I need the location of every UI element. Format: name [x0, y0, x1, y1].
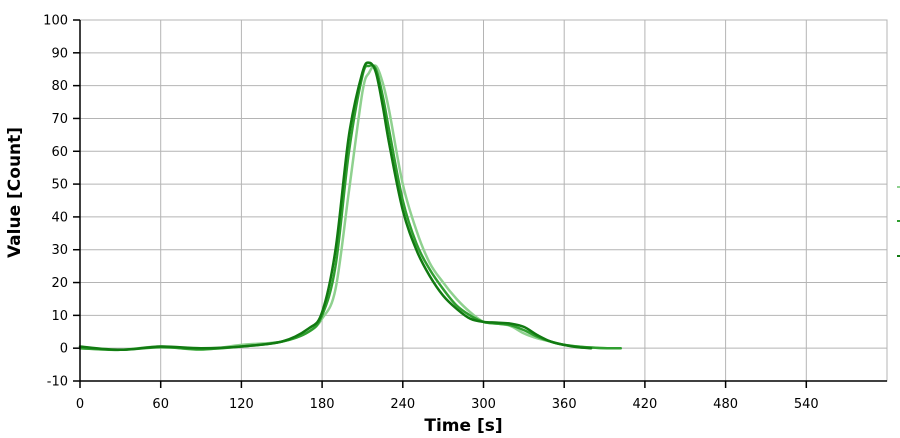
x-tick-label: 240 [390, 397, 415, 412]
y-tick-label: 0 [60, 342, 68, 357]
series-group [78, 61, 622, 352]
y-tick-label: 80 [51, 79, 68, 94]
series-line-3 [78, 61, 593, 352]
x-tick-label: 300 [471, 397, 496, 412]
x-tick-label: 420 [632, 397, 657, 412]
x-tick-label: 60 [152, 397, 169, 412]
y-tick-label: 40 [51, 210, 68, 225]
x-tick-label: 540 [794, 397, 819, 412]
y-tick-label: 10 [51, 309, 68, 324]
tick-labels: -10 0 10 20 30 40 50 60 70 80 90 100 0 60 120 180 240 300… [43, 14, 819, 413]
legend-swatch-2 [897, 220, 900, 222]
legend-swatch-3 [897, 255, 900, 257]
legend-swatch-1 [897, 186, 900, 188]
y-tick-label: 30 [51, 243, 68, 258]
x-tick-label: 480 [713, 397, 738, 412]
y-tick-label: 60 [51, 145, 68, 160]
y-tick-label: 70 [51, 112, 68, 127]
axes [73, 19, 887, 388]
y-tick-label: 50 [51, 178, 68, 193]
y-tick-label: -10 [47, 375, 68, 390]
grid [79, 19, 888, 382]
x-axis-label: Time [s] [424, 416, 502, 436]
x-tick-label: 180 [310, 397, 335, 412]
y-tick-label: 20 [51, 276, 68, 291]
y-axis-label: Value [Count] [5, 127, 25, 258]
x-tick-label: 360 [552, 397, 577, 412]
y-tick-label: 100 [43, 14, 68, 29]
x-tick-label: 0 [76, 397, 84, 412]
y-tick-label: 90 [51, 46, 68, 61]
legend-markers [897, 186, 900, 257]
x-tick-label: 120 [229, 397, 254, 412]
